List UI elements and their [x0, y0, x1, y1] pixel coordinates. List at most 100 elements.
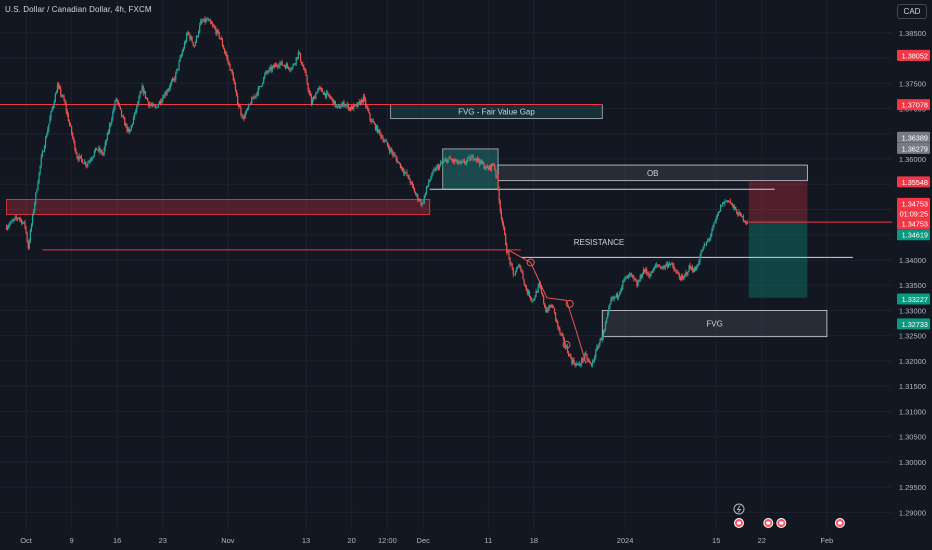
y-tick-label: 1.32000 [899, 357, 926, 366]
candle-body [106, 132, 109, 141]
candle-body [17, 217, 20, 219]
candle-body [409, 179, 411, 184]
candle-body [132, 117, 135, 124]
candle-body [214, 26, 216, 29]
candle-body [326, 92, 328, 97]
candle-body [41, 151, 43, 157]
candle-body [638, 280, 640, 282]
candle-body [496, 175, 498, 177]
candle-body [144, 91, 147, 98]
candle-body [650, 271, 652, 276]
candle-body [367, 107, 369, 111]
pattern-line [507, 249, 587, 364]
candle-body [379, 129, 381, 133]
candle-body [423, 196, 425, 203]
candle-body [111, 119, 113, 124]
currency-badge[interactable]: CAD [897, 4, 927, 19]
candle-body [581, 358, 583, 365]
candle-body [174, 78, 176, 81]
candle-body [160, 101, 162, 103]
candle-body [660, 266, 662, 269]
price-badge [897, 142, 930, 154]
candle-body [59, 86, 61, 89]
candle-body [406, 172, 408, 176]
candle-body [672, 263, 674, 266]
candle-body [400, 167, 403, 168]
candle-body [445, 159, 447, 161]
candle-body [527, 291, 530, 294]
candle-body [150, 104, 152, 106]
candle-body [230, 69, 232, 71]
candle-body [213, 25, 215, 27]
candle-body [238, 104, 240, 107]
candle-body [5, 227, 8, 230]
candle-body [627, 274, 629, 279]
candle-body [141, 85, 143, 91]
price-axis-bg [892, 0, 932, 550]
candle-body [450, 159, 453, 161]
candle-body [369, 113, 371, 120]
candle-body [594, 357, 596, 361]
candle-body [562, 335, 564, 339]
candle-body [744, 221, 747, 223]
candle-body [255, 93, 257, 97]
candle-body [291, 67, 293, 70]
symbol-title[interactable]: U.S. Dollar / Canadian Dollar, 4h, FXCM [5, 5, 152, 14]
candle-body [592, 360, 595, 362]
candle-body [421, 203, 423, 205]
candle-body [24, 221, 26, 227]
candle-body [295, 57, 297, 64]
candle-body [352, 106, 354, 110]
x-tick-label: 15 [712, 536, 720, 545]
price-badge-text: 1.34753 [902, 199, 928, 208]
candle-body [101, 150, 103, 154]
candle-body [153, 104, 155, 107]
candle-body [684, 274, 686, 278]
candle-body [98, 148, 100, 151]
candle-body [470, 157, 472, 161]
candle-body [156, 106, 158, 108]
candle-body [502, 223, 505, 228]
candle-body [437, 165, 440, 169]
candle-body [201, 20, 203, 22]
candle-body [519, 264, 521, 268]
y-tick-label: 1.30500 [899, 433, 926, 442]
candle-body [557, 321, 559, 327]
candle-body [719, 205, 722, 212]
candles [5, 16, 749, 368]
candle-body [566, 346, 569, 353]
candle-body [629, 273, 632, 275]
candle-body [292, 64, 294, 68]
candle-body [217, 30, 219, 33]
candle-body [530, 297, 532, 299]
candle-body [90, 159, 92, 161]
price-badge-text: 1.35548 [902, 178, 928, 187]
event-icons[interactable] [733, 503, 845, 528]
candle-body [86, 165, 88, 167]
x-tick-label: 9 [70, 536, 74, 545]
candle-body [731, 203, 734, 205]
candle-body [166, 91, 168, 94]
candle-body [570, 354, 572, 359]
candle-body [732, 204, 735, 209]
candle-body [10, 221, 12, 224]
price-badge-text: 1.32733 [902, 320, 928, 329]
candle-body [197, 31, 200, 37]
price-badge [897, 208, 930, 220]
horizontal-lines [0, 103, 892, 258]
candle-body [299, 53, 302, 62]
candle-body [34, 202, 36, 211]
candle-body [448, 157, 450, 159]
candle-body [99, 148, 101, 152]
candle-body [600, 338, 602, 341]
candle-body [721, 205, 723, 207]
candle-body [281, 61, 283, 66]
y-tick-label: 1.30000 [899, 458, 926, 467]
x-tick-label: 12:00 [378, 536, 397, 545]
lightning-icon[interactable] [733, 503, 745, 515]
candle-body [237, 95, 239, 105]
candle-body [81, 159, 84, 164]
candle-body [123, 116, 125, 119]
